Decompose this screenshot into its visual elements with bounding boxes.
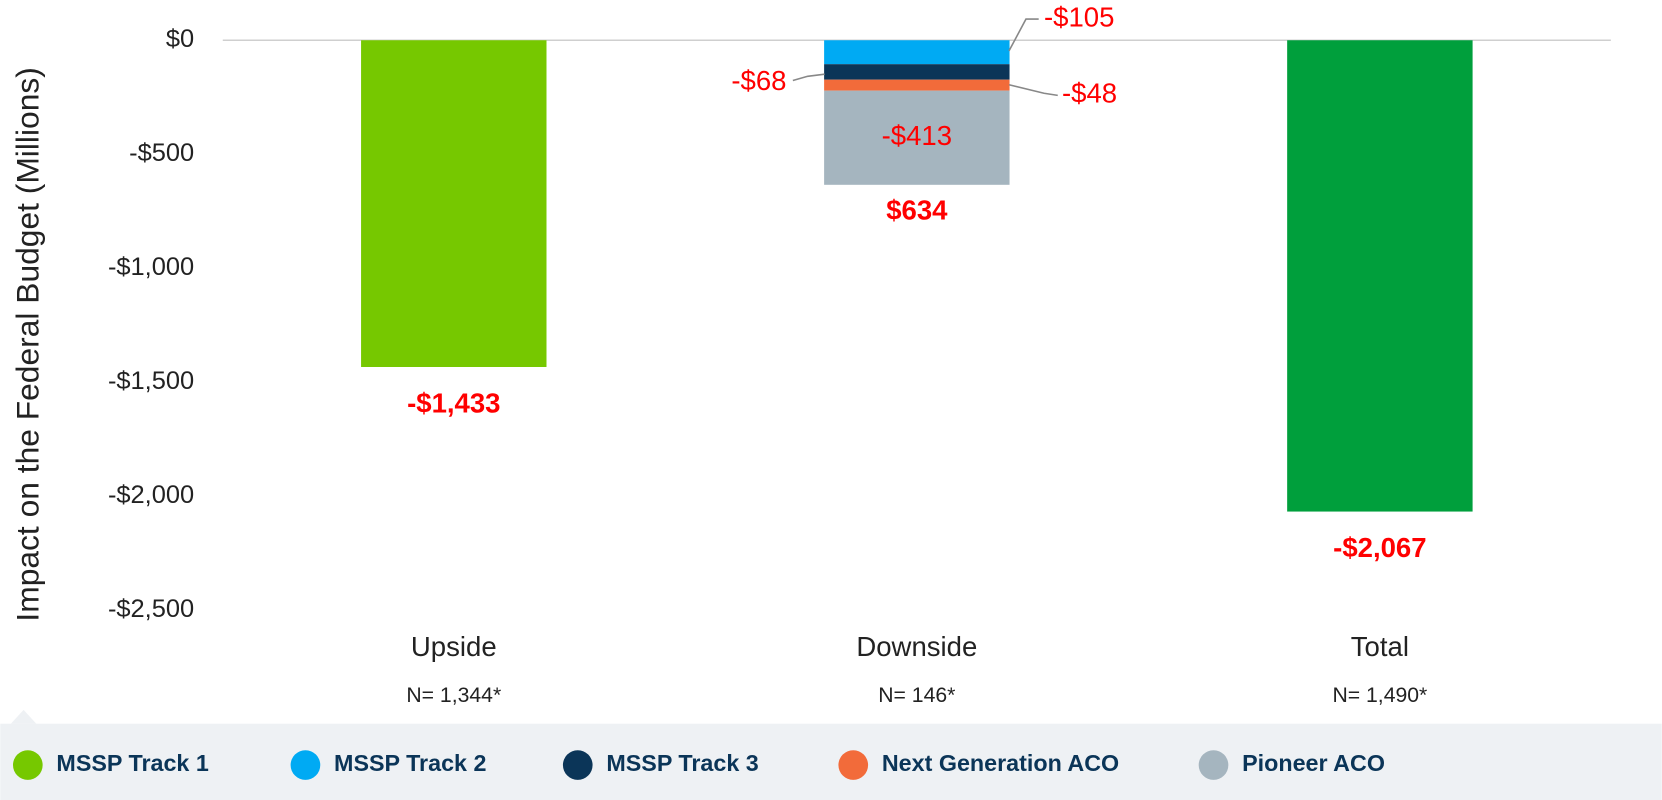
x-tick-label: Downside (856, 631, 977, 662)
segment-label: -$105 (1044, 1, 1114, 32)
segment-label: -$413 (882, 120, 952, 151)
y-tick-label: -$500 (129, 139, 194, 167)
y-tick-label: -$2,500 (108, 595, 194, 623)
total-bar (1287, 40, 1473, 512)
segment-label: -$68 (731, 65, 786, 96)
x-tick-label: Upside (411, 631, 497, 662)
x-tick-label: Total (1351, 631, 1409, 662)
legend-swatch (12, 750, 43, 780)
legend-swatch (290, 750, 321, 780)
legend-label: MSSP Track 3 (606, 750, 758, 776)
segment-label: -$48 (1062, 78, 1117, 109)
legend-band (0, 723, 1662, 800)
legend-swatch (838, 750, 869, 780)
bar-segment (824, 40, 1010, 65)
legend-label: MSSP Track 1 (56, 750, 208, 776)
sample-size: N= 1,490* (1332, 684, 1427, 707)
total-label: $634 (886, 195, 948, 226)
y-tick-label: -$1,000 (108, 253, 194, 281)
bar-segment (824, 64, 1010, 80)
bar-segment (824, 79, 1010, 91)
y-axis-label: Impact on the Federal Budget (Millions) (9, 67, 45, 621)
total-label: -$2,067 (1333, 532, 1426, 563)
legend-label: MSSP Track 2 (334, 750, 486, 776)
leader-line (792, 73, 825, 82)
leader-line (1008, 18, 1039, 52)
legend-swatch (1198, 750, 1229, 780)
legend-swatch (562, 750, 593, 780)
bar-segment (361, 40, 547, 367)
y-tick-label: -$1,500 (108, 367, 194, 395)
legend-label: Pioneer ACO (1242, 750, 1385, 776)
leader-line (1008, 83, 1058, 97)
total-label: -$1,433 (407, 387, 500, 418)
bar-segment (824, 90, 1010, 185)
y-tick-label: $0 (166, 25, 194, 53)
legend-pointer (10, 709, 37, 724)
legend-label: Next Generation ACO (882, 750, 1119, 776)
sample-size: N= 1,344* (406, 684, 501, 707)
y-tick-label: -$2,000 (108, 481, 194, 509)
sample-size: N= 146* (878, 684, 955, 707)
